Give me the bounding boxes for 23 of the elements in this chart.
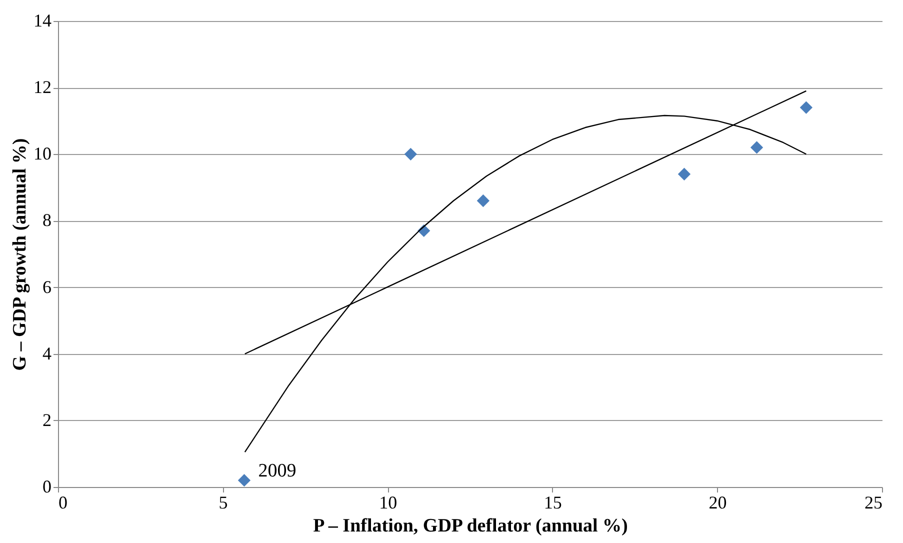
point xyxy=(238,474,251,487)
y-tick-label: 12 xyxy=(34,77,52,98)
y-tick-label: 4 xyxy=(42,343,52,364)
y-tick-label: 6 xyxy=(42,276,52,297)
y-tick-label: 8 xyxy=(42,210,52,230)
x-tick-label: 5 xyxy=(218,492,228,512)
annotation: 2009 xyxy=(258,460,296,482)
point xyxy=(404,148,417,160)
x-tick-label: 20 xyxy=(708,492,727,512)
y-axis-title: G – GDP growth (annual %) xyxy=(10,138,30,371)
x-tick-label: 10 xyxy=(379,492,398,512)
y-tick-label: 2 xyxy=(42,410,52,430)
point xyxy=(800,101,813,114)
x-axis-title: P – Inflation, GDP deflator (annual %) xyxy=(313,516,628,536)
y-tick-label: 10 xyxy=(34,144,52,164)
point xyxy=(750,141,764,154)
y-tick-label: 14 xyxy=(34,10,52,30)
x-tick-label: 0 xyxy=(58,492,68,512)
point xyxy=(476,194,490,208)
x-tick-label: 15 xyxy=(544,492,562,512)
y-tick-label: 0 xyxy=(42,476,52,496)
point xyxy=(678,168,691,180)
x-tick-label: 25 xyxy=(864,492,882,512)
